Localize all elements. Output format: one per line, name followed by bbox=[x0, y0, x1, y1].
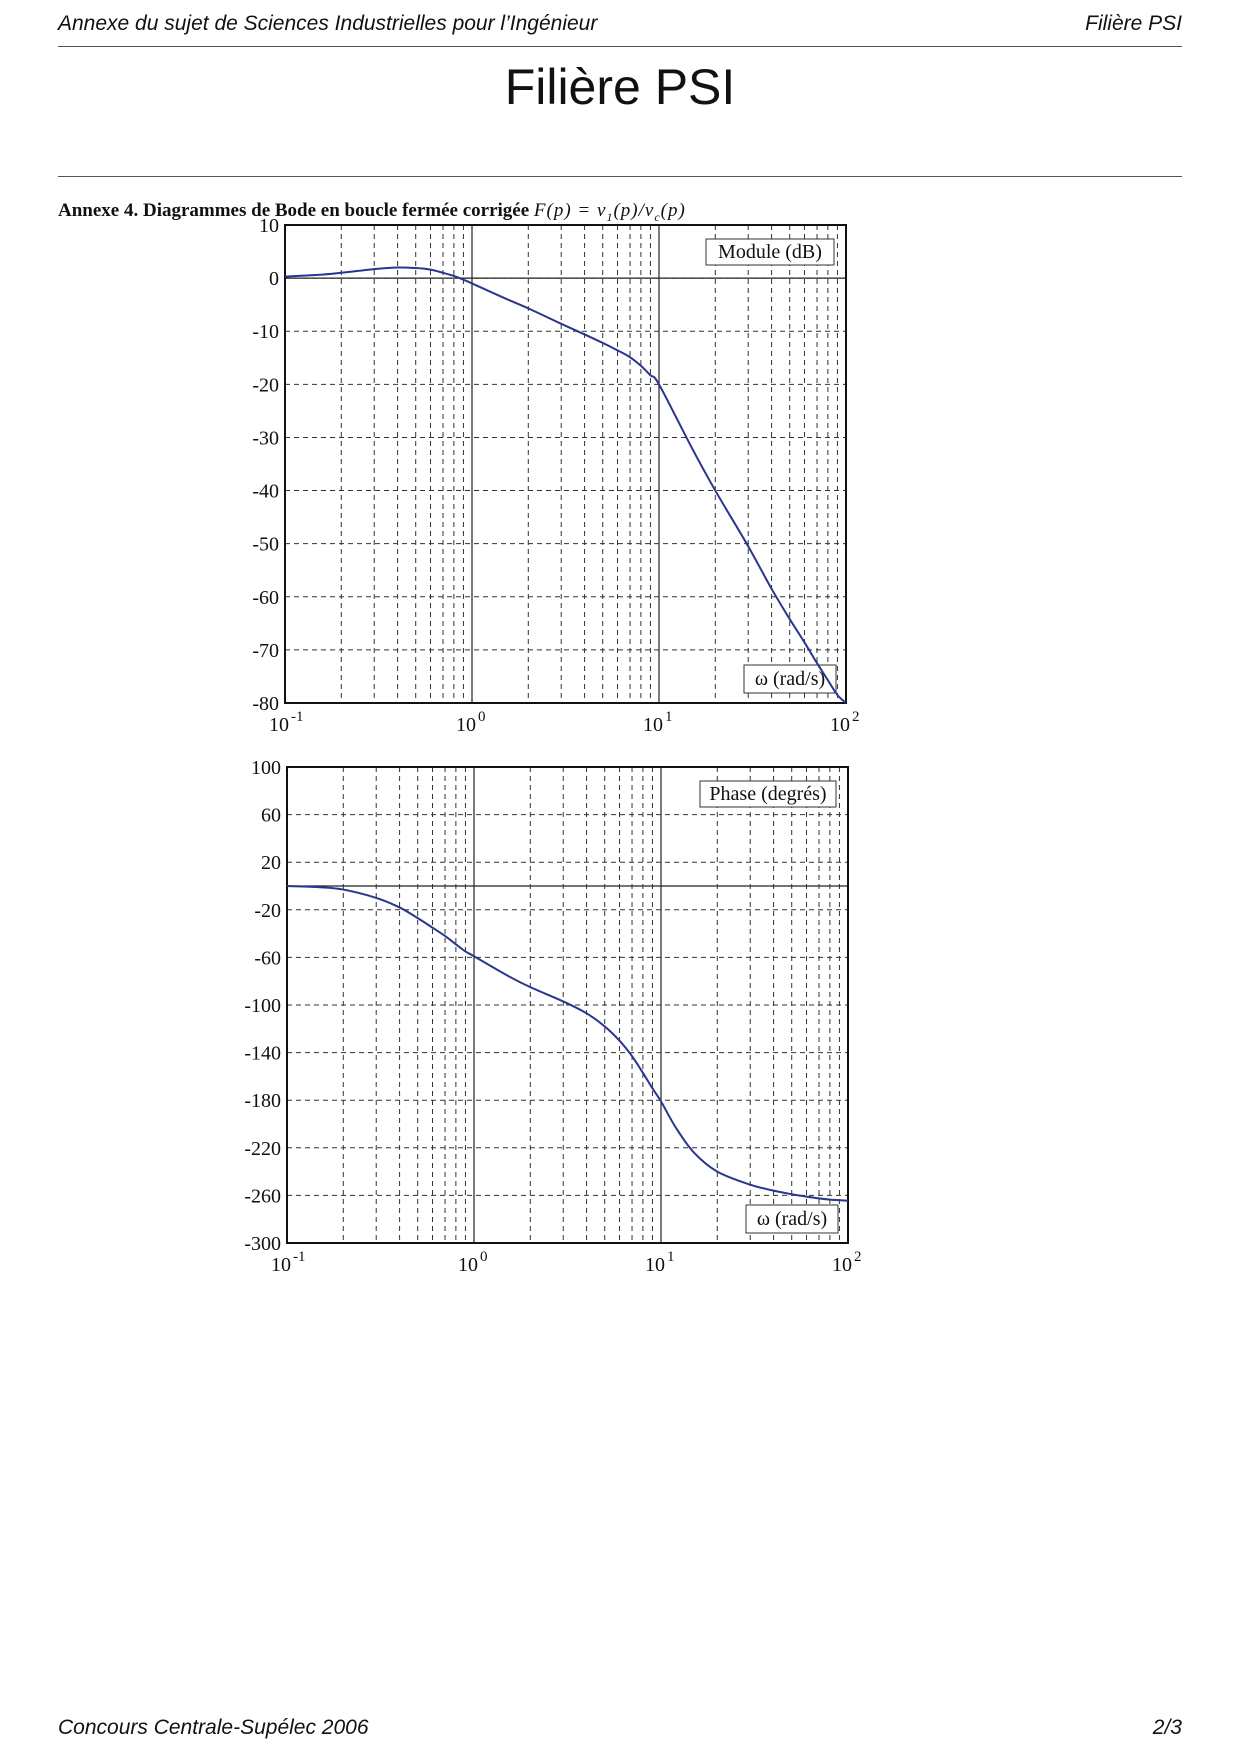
phase-plot: 1006020-20-60-100-140-180-220-260-30010-… bbox=[244, 757, 861, 1276]
legend-box bbox=[699, 780, 837, 808]
y-tick-label: -10 bbox=[252, 321, 279, 343]
y-tick-label: 0 bbox=[269, 268, 279, 290]
annex-formula: F(p) = ν1(p)/νc(p) bbox=[533, 200, 686, 224]
header-right: Filière PSI bbox=[1085, 12, 1182, 35]
y-tick-label: -20 bbox=[252, 374, 279, 396]
footer-right: 2/3 bbox=[1152, 1716, 1182, 1739]
plot-frame bbox=[284, 224, 847, 704]
x-tick-label: 10 bbox=[832, 1254, 852, 1276]
y-tick-label: -260 bbox=[244, 1185, 281, 1207]
x-axis-label: ω (rad/s) bbox=[755, 668, 825, 690]
y-tick-label: -300 bbox=[244, 1233, 281, 1255]
y-tick-label: -220 bbox=[244, 1138, 281, 1160]
y-tick-label: -70 bbox=[252, 640, 279, 662]
annex-label: Annexe 4. Diagrammes de Bode en boucle f… bbox=[58, 200, 530, 221]
x-tick-label: 10 bbox=[830, 714, 850, 736]
x-tick-exponent: 2 bbox=[854, 1249, 862, 1265]
y-tick-label: -60 bbox=[252, 587, 279, 609]
y-tick-label: -30 bbox=[252, 427, 279, 449]
x-axis-label: ω (rad/s) bbox=[757, 1208, 827, 1230]
y-tick-label: -100 bbox=[244, 995, 281, 1017]
y-tick-label: -50 bbox=[252, 534, 279, 556]
y-tick-label: 20 bbox=[261, 852, 281, 874]
x-tick-exponent: 0 bbox=[480, 1249, 488, 1265]
y-tick-label: -20 bbox=[254, 900, 281, 922]
x-tick-label: 10 bbox=[456, 714, 476, 736]
y-tick-label: -40 bbox=[252, 481, 279, 503]
y-tick-label: -180 bbox=[244, 1090, 281, 1112]
x-tick-label: 10 bbox=[645, 1254, 665, 1276]
x-tick-exponent: -1 bbox=[291, 709, 304, 725]
y-tick-label: 10 bbox=[259, 215, 279, 237]
header-left: Annexe du sujet de Sciences Industrielle… bbox=[58, 12, 598, 35]
y-tick-label: 60 bbox=[261, 805, 281, 827]
annex-caption: Annexe 4. Diagrammes de Bode en boucle f… bbox=[58, 200, 686, 225]
y-tick-label: -80 bbox=[252, 693, 279, 715]
x-tick-label: 10 bbox=[269, 714, 289, 736]
x-tick-label: 10 bbox=[271, 1254, 291, 1276]
x-tick-exponent: 0 bbox=[478, 709, 486, 725]
y-tick-label: 100 bbox=[251, 757, 281, 779]
x-tick-exponent: 2 bbox=[852, 709, 860, 725]
y-tick-label: -140 bbox=[244, 1043, 281, 1065]
x-tick-exponent: 1 bbox=[667, 1249, 675, 1265]
x-tick-exponent: 1 bbox=[665, 709, 673, 725]
title-rule bbox=[58, 176, 1182, 177]
header-rule bbox=[58, 46, 1182, 47]
xlabel-box bbox=[745, 1204, 839, 1234]
legend-box bbox=[705, 238, 835, 266]
x-tick-label: 10 bbox=[458, 1254, 478, 1276]
legend-label: Module (dB) bbox=[718, 241, 822, 263]
x-tick-exponent: -1 bbox=[293, 1249, 306, 1265]
x-tick-label: 10 bbox=[643, 714, 663, 736]
series-line bbox=[284, 266, 847, 704]
series-line bbox=[286, 885, 849, 1202]
plot-frame bbox=[286, 766, 849, 1244]
footer-left: Concours Centrale-Supélec 2006 bbox=[58, 1716, 369, 1739]
y-tick-label: -60 bbox=[254, 947, 281, 969]
page-title: Filière PSI bbox=[504, 59, 736, 115]
legend-label: Phase (degrés) bbox=[709, 783, 826, 805]
